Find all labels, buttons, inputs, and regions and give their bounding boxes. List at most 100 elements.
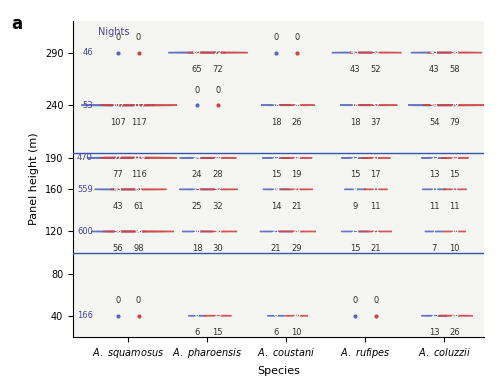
Text: 72: 72 [213, 65, 223, 74]
Text: 11: 11 [451, 187, 459, 192]
Text: 24: 24 [192, 170, 203, 179]
Circle shape [408, 105, 461, 106]
Text: 9: 9 [353, 202, 358, 211]
Circle shape [198, 189, 238, 190]
Text: 18: 18 [192, 244, 203, 253]
Text: 14: 14 [272, 187, 280, 192]
Text: 58: 58 [451, 50, 459, 55]
Text: 0: 0 [353, 296, 358, 305]
Text: 72: 72 [213, 50, 222, 55]
Text: 26: 26 [451, 313, 459, 318]
Text: 52: 52 [370, 65, 381, 74]
Text: 600: 600 [77, 227, 93, 236]
Text: 11: 11 [430, 187, 439, 192]
Text: 56: 56 [113, 244, 123, 253]
Text: 26: 26 [450, 328, 460, 337]
Text: 28: 28 [213, 155, 222, 160]
Text: 470: 470 [77, 153, 93, 162]
Text: 21: 21 [370, 244, 381, 253]
Text: 18: 18 [193, 229, 202, 234]
Text: 15: 15 [351, 155, 360, 160]
Text: 6: 6 [273, 328, 279, 337]
Text: 43: 43 [350, 65, 360, 74]
Text: 107: 107 [110, 118, 126, 127]
Circle shape [354, 105, 397, 106]
Text: 6: 6 [195, 313, 199, 318]
Y-axis label: Panel height (m): Panel height (m) [29, 133, 39, 225]
Text: 30: 30 [214, 229, 222, 234]
Circle shape [182, 231, 212, 232]
Text: 17: 17 [371, 155, 380, 160]
Text: 17: 17 [370, 170, 381, 179]
Text: 13: 13 [429, 328, 440, 337]
Text: a: a [11, 15, 22, 33]
Text: 19: 19 [292, 155, 301, 160]
Text: 117: 117 [131, 118, 147, 127]
Text: 0: 0 [373, 296, 378, 305]
Circle shape [359, 231, 392, 232]
Circle shape [188, 52, 248, 53]
Circle shape [169, 52, 226, 53]
Text: 98: 98 [133, 244, 144, 253]
Text: 18: 18 [351, 103, 360, 108]
Text: 7: 7 [432, 244, 437, 253]
Text: 166: 166 [77, 311, 93, 320]
Text: 21: 21 [371, 229, 380, 234]
Text: Nights: Nights [98, 27, 130, 37]
Text: 46: 46 [82, 48, 93, 57]
Text: 10: 10 [292, 313, 301, 318]
Text: 21: 21 [271, 244, 281, 253]
Text: 32: 32 [213, 187, 222, 192]
Text: 15: 15 [213, 328, 223, 337]
Circle shape [100, 157, 177, 158]
Circle shape [280, 189, 313, 190]
Text: 0: 0 [294, 33, 299, 42]
Text: 65: 65 [193, 50, 202, 55]
Text: 43: 43 [429, 65, 440, 74]
Text: 24: 24 [193, 155, 202, 160]
Circle shape [260, 231, 292, 232]
Text: 0: 0 [136, 296, 141, 305]
Text: 43: 43 [113, 202, 123, 211]
Text: 37: 37 [371, 103, 380, 108]
Circle shape [277, 231, 316, 232]
Text: 6: 6 [274, 313, 278, 318]
Text: 107: 107 [112, 103, 125, 108]
Text: 15: 15 [271, 170, 281, 179]
Text: 13: 13 [430, 155, 439, 160]
Text: 13: 13 [429, 170, 440, 179]
Circle shape [81, 105, 155, 106]
Circle shape [340, 105, 370, 106]
Circle shape [332, 52, 379, 53]
Text: 58: 58 [450, 65, 460, 74]
Text: 43: 43 [430, 50, 439, 55]
Text: 65: 65 [192, 65, 203, 74]
Circle shape [198, 231, 237, 232]
Text: 32: 32 [213, 202, 223, 211]
Circle shape [350, 52, 401, 53]
Text: 559: 559 [77, 185, 93, 194]
Text: 14: 14 [271, 202, 281, 211]
Text: 0: 0 [195, 86, 200, 95]
Text: 18: 18 [272, 103, 280, 108]
Text: 10: 10 [291, 328, 302, 337]
Circle shape [428, 52, 482, 53]
Text: 29: 29 [291, 244, 302, 253]
Text: 28: 28 [213, 170, 223, 179]
Text: 0: 0 [273, 33, 279, 42]
Text: 0: 0 [115, 296, 121, 305]
Text: 18: 18 [271, 118, 281, 127]
Text: 7: 7 [432, 229, 437, 234]
Text: 30: 30 [213, 244, 223, 253]
Text: 21: 21 [272, 229, 280, 234]
Text: 77: 77 [114, 155, 122, 160]
Text: 37: 37 [370, 118, 381, 127]
Text: 43: 43 [351, 50, 360, 55]
Text: 79: 79 [450, 118, 460, 127]
Circle shape [91, 231, 145, 232]
Text: 54: 54 [429, 118, 440, 127]
Text: 15: 15 [272, 155, 280, 160]
Circle shape [278, 105, 315, 106]
Text: 15: 15 [451, 155, 459, 160]
Text: 21: 21 [292, 187, 301, 192]
